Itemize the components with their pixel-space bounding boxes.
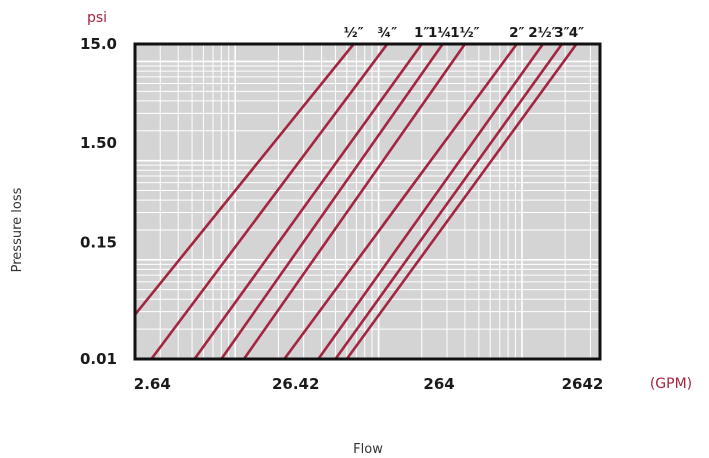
series-label-4: 1½″ <box>450 25 479 41</box>
series-line-8 <box>345 43 578 360</box>
y-tick-label-3: 15.0 <box>80 35 117 53</box>
series-line-2 <box>193 43 423 360</box>
series-line-5 <box>283 43 518 360</box>
x-tick-label-3: 2642 <box>562 375 604 393</box>
x-tick-label-2: 264 <box>423 375 454 393</box>
series-label-0: ½″ <box>344 25 364 41</box>
series-line-0 <box>133 43 355 316</box>
y-tick-label-1: 0.15 <box>80 233 117 251</box>
series-label-8: 4″ <box>569 25 584 41</box>
x-unit-label: (GPM) <box>650 376 692 392</box>
x-tick-label-0: 2.64 <box>134 375 171 393</box>
series-label-1: ¾″ <box>377 25 397 41</box>
series-line-7 <box>334 43 564 360</box>
y-axis-title: Pressure loss <box>10 187 25 272</box>
x-axis-title: Flow <box>353 442 383 457</box>
series-label-5: 2″ <box>509 25 524 41</box>
series-label-6: 2½″ <box>528 25 557 41</box>
series-line-6 <box>317 43 545 360</box>
series-line-3 <box>220 43 444 360</box>
series-lines <box>133 43 578 360</box>
x-tick-label-1: 26.42 <box>272 375 319 393</box>
series-line-1 <box>150 43 389 360</box>
series-label-2: 1″ <box>414 25 429 41</box>
y-unit-label: psi <box>87 10 107 26</box>
series-label-3: 1¼″ <box>428 25 457 41</box>
series-line-4 <box>242 43 466 360</box>
y-tick-label-2: 1.50 <box>80 134 117 152</box>
series-label-7: 3″ <box>554 25 569 41</box>
plot-frame <box>133 42 602 361</box>
y-tick-label-0: 0.01 <box>80 350 117 368</box>
